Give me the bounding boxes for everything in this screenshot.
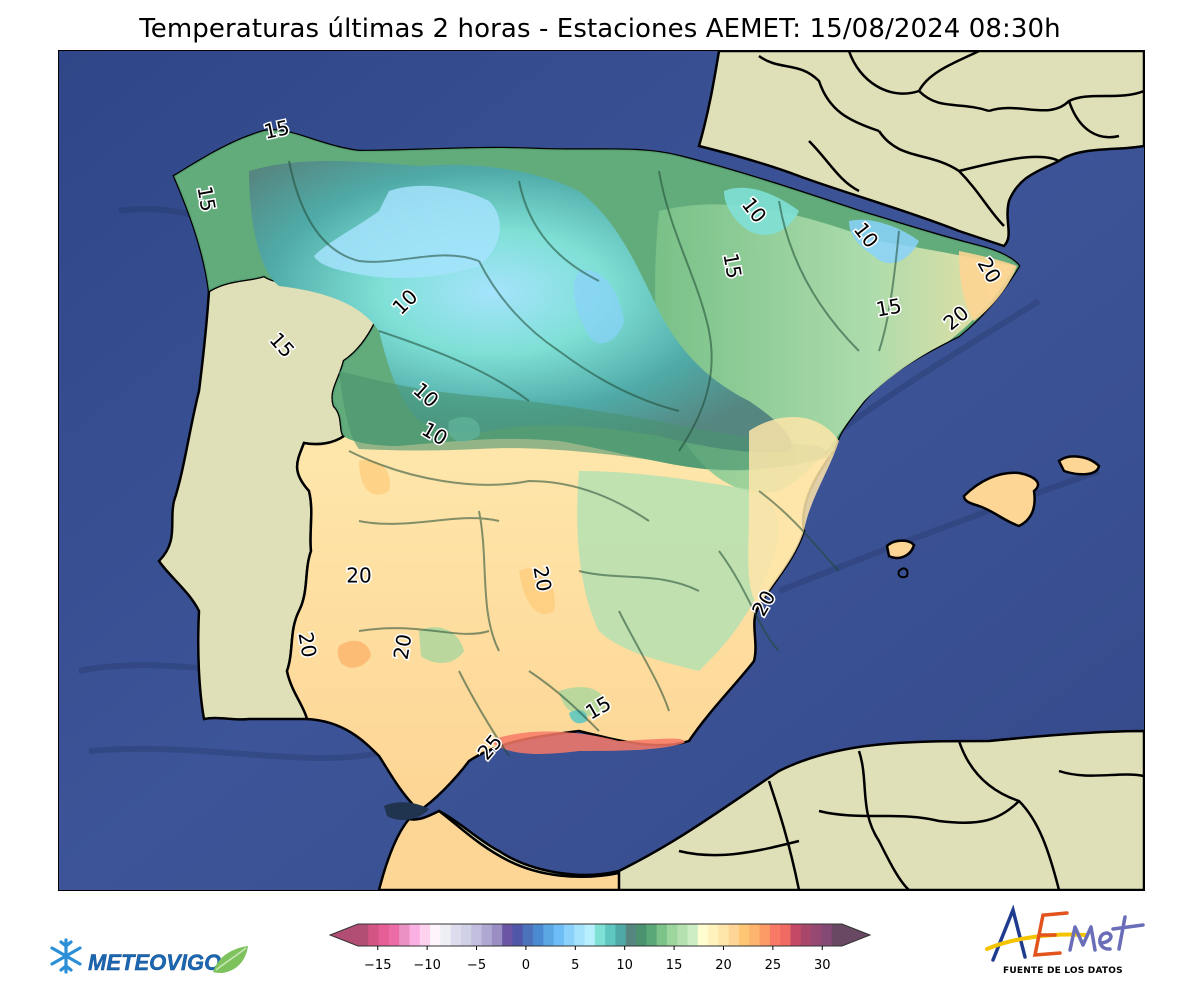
colorbar-segment: [821, 924, 833, 946]
colorbar-segment: [368, 924, 380, 946]
colorbar-segment: [615, 924, 627, 946]
east-coast-warm: [959, 251, 1017, 321]
colorbar-segment: [697, 924, 709, 946]
aemet-logo: [985, 904, 1155, 980]
colorbar-segment: [594, 924, 606, 946]
colorbar-tick-label: 5: [571, 958, 580, 973]
colorbar-segment: [708, 924, 719, 946]
snowflake-icon: [50, 938, 82, 974]
colorbar-segment: [522, 924, 534, 946]
colorbar-extend-high: [842, 924, 870, 946]
colorbar-segment: [512, 924, 524, 946]
colorbar-segment: [563, 924, 575, 946]
north-africa-land: [397, 729, 1144, 890]
colorbar-segment: [759, 924, 771, 946]
contour-label: 15: [874, 293, 903, 321]
contour-label: 15: [718, 251, 746, 280]
colorbar-tick-label: 30: [813, 958, 831, 973]
formentera: [897, 567, 909, 579]
contour-label: 15: [192, 184, 220, 213]
colorbar-segment: [543, 924, 555, 946]
strait-of-gibraltar: [384, 802, 429, 821]
aemet-source-caption: FUENTE DE LOS DATOS: [1003, 966, 1123, 976]
colorbar-segment: [677, 924, 689, 946]
colorbar-segment: [718, 924, 730, 946]
warm-coast-malaga: [489, 731, 685, 754]
africa-regions: [678, 740, 1144, 890]
colorbar-segment: [666, 924, 678, 946]
colorbar-segment: [450, 924, 462, 946]
ibiza: [885, 539, 916, 560]
southeast-green: [577, 471, 778, 671]
colorbar-segment: [656, 924, 668, 946]
colorbar-segment: [574, 924, 586, 946]
warm-patch-southwest: [337, 640, 371, 668]
dark-green-belt: [339, 371, 834, 471]
colorbar-segment: [502, 924, 513, 946]
colorbar-segment: [471, 924, 483, 946]
colorbar-segment: [780, 924, 792, 946]
colorbar-segment: [636, 924, 647, 946]
colorbar-tick-label: −10: [413, 958, 441, 973]
mallorca: [962, 471, 1040, 528]
colorbar-tick-label: −15: [364, 958, 392, 973]
colorbar-tick-label: 0: [521, 958, 531, 973]
colorbar-segment: [491, 924, 503, 946]
colorbar-tick-label: 25: [764, 958, 782, 973]
colorbar-tick-label: 10: [616, 958, 633, 973]
colorbar-segment: [388, 924, 400, 946]
meteovigo-logo: METEOVIGO: [48, 938, 258, 978]
colorbar-segment: [749, 924, 761, 946]
contour-label: 20: [388, 632, 416, 661]
morocco-colored-area: [377, 809, 621, 890]
spain-region-borders: [288, 160, 900, 757]
colorbar-segment: [646, 924, 658, 946]
colorbar-segment: [409, 924, 421, 946]
colorbar-tick-labels: −15 −10 −5 0 5 10 15 20 25 30: [0, 958, 1200, 978]
colorbar-tick-label: 15: [665, 958, 683, 973]
colorbar-extend-low: [330, 924, 358, 946]
colorbar-segment: [584, 924, 596, 946]
pyrenees-cold: [724, 187, 799, 235]
colorbar-segment: [625, 924, 637, 946]
colorbar-segment: [358, 924, 369, 946]
colorbar-segment: [605, 924, 616, 946]
colorbar-segment: [378, 924, 390, 946]
colorbar-segment: [831, 924, 843, 946]
colorbar-segment: [790, 924, 802, 946]
colorbar-segment: [769, 924, 781, 946]
contour-label: 20: [346, 564, 371, 588]
colorbar-tick-label: 20: [715, 958, 732, 973]
colorbar-segment: [728, 924, 740, 946]
menorca: [1057, 455, 1101, 476]
colorbar-segment: [800, 924, 812, 946]
temperature-colorbar: [328, 922, 872, 982]
colorbar-tick-label: −5: [466, 958, 487, 973]
colorbar-segment: [440, 924, 452, 946]
colorbar-segment: [419, 924, 431, 946]
contour-label: 20: [528, 564, 556, 593]
colorbar-segment: [481, 924, 493, 946]
colorbar-segment: [811, 924, 822, 946]
colorbar-segment: [430, 924, 441, 946]
colorbar-segment: [460, 924, 472, 946]
meteovigo-wordmark: METEOVIGO: [88, 950, 221, 975]
france-regions: [758, 51, 1144, 227]
france-land: [697, 51, 1144, 248]
contour-label: 20: [293, 630, 321, 659]
map-title: Temperaturas últimas 2 horas - Estacione…: [139, 14, 1061, 44]
colorbar-segment: [739, 924, 750, 946]
colorbar-segment: [687, 924, 699, 946]
colorbar-segment: [533, 924, 544, 946]
colorbar-segment: [553, 924, 565, 946]
colorbar-segment: [399, 924, 410, 946]
temperature-map: 15 15 15 10 10 10 10 10 15 20 15 20 20 20 20 20 20 15 25: [58, 50, 1145, 891]
